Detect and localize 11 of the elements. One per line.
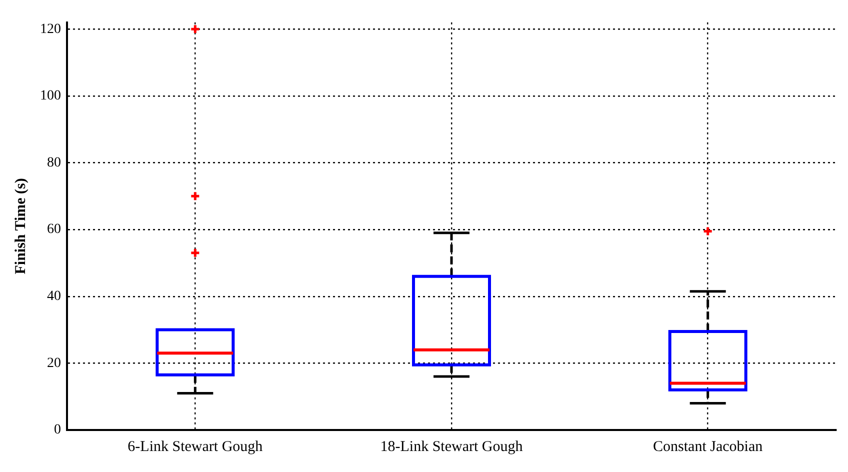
y-tick-label: 40 [47,289,61,304]
x-tick-label: Constant Jacobian [653,438,764,455]
y-tick-label: 60 [47,222,61,238]
y-tick-label: 120 [40,22,61,37]
y-tick-label: 100 [40,88,61,104]
y-tick-label: 0 [54,422,61,438]
y-axis-title: Finish Time (s) [12,178,29,274]
x-tick-label: 18-Link Stewart Gough [380,438,524,455]
x-tick-label: 6-Link Stewart Gough [128,438,264,455]
y-tick-label: 20 [47,356,61,371]
y-tick-label: 80 [47,155,61,170]
